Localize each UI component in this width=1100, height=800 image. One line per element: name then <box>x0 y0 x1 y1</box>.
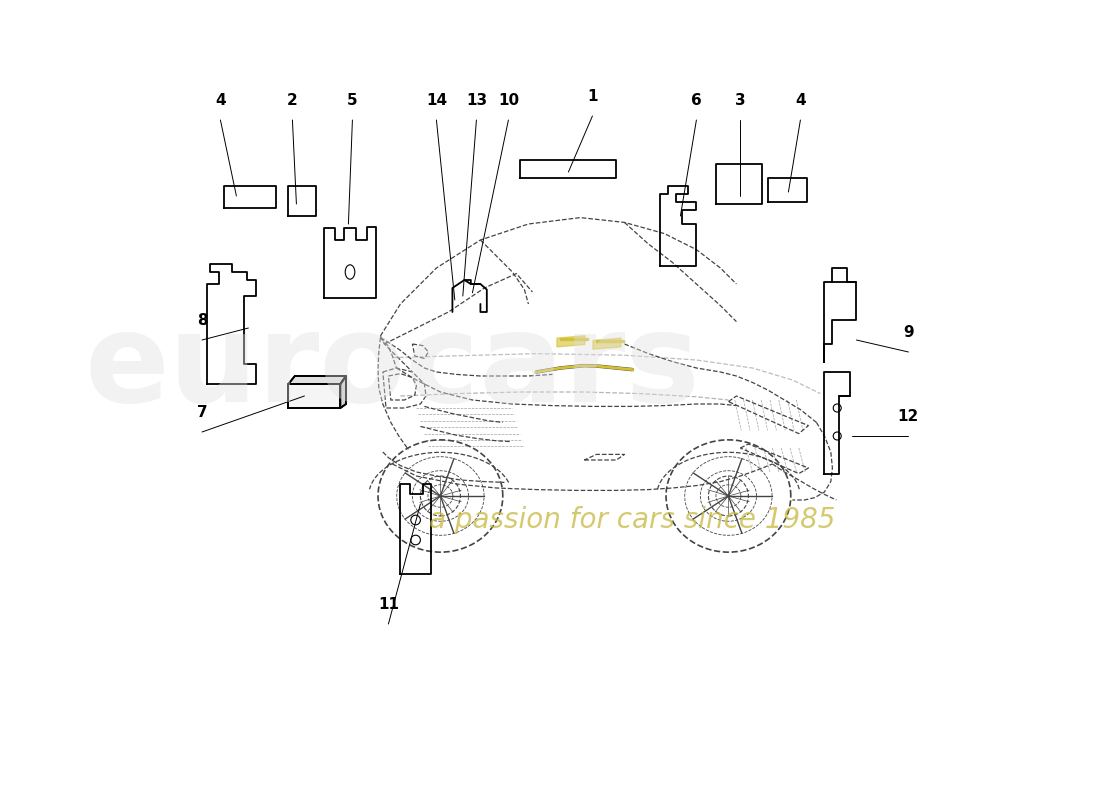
Polygon shape <box>288 376 346 384</box>
Text: 11: 11 <box>378 597 399 612</box>
Text: 7: 7 <box>197 405 207 420</box>
Text: 5: 5 <box>348 93 358 108</box>
Text: 8: 8 <box>197 313 207 328</box>
Text: 6: 6 <box>691 93 702 108</box>
Text: eurocars: eurocars <box>85 307 701 429</box>
Polygon shape <box>340 376 346 408</box>
Bar <box>288 384 340 408</box>
Text: a passion for cars since 1985: a passion for cars since 1985 <box>429 506 836 534</box>
Text: 9: 9 <box>903 325 914 340</box>
Text: 4: 4 <box>216 93 225 108</box>
Text: 14: 14 <box>426 93 447 108</box>
Text: 13: 13 <box>466 93 487 108</box>
Text: 2: 2 <box>287 93 298 108</box>
Text: 4: 4 <box>795 93 805 108</box>
Text: 12: 12 <box>898 409 918 424</box>
Text: 1: 1 <box>587 89 597 104</box>
Text: 3: 3 <box>735 93 746 108</box>
Text: 10: 10 <box>498 93 519 108</box>
